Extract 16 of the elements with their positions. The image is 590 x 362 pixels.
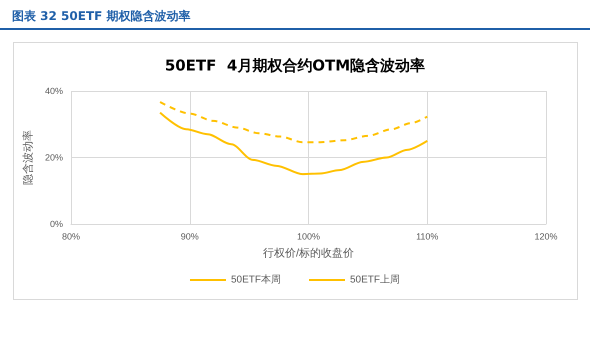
- chart-title: 50ETF 4月期权合约OTM隐含波动率: [164, 56, 426, 74]
- x-tick-label: 80%: [62, 232, 80, 242]
- line-series: [159, 112, 428, 176]
- legend-label: 50ETF本周: [230, 274, 282, 286]
- x-tick-label: 120%: [534, 232, 558, 242]
- x-tick-label: 110%: [416, 232, 438, 242]
- y-tick-label: 20%: [44, 152, 63, 162]
- legend-label: 50ETF上周: [350, 274, 400, 286]
- y-axis-title: 隐含波动率: [22, 130, 35, 185]
- y-tick-label: 40%: [44, 86, 63, 96]
- x-axis-title: 行权价/标的收盘价: [262, 248, 354, 260]
- x-tick-label: 90%: [180, 232, 199, 242]
- x-tick-label: 100%: [296, 232, 320, 242]
- line-series: [159, 100, 428, 144]
- y-tick-label: 0%: [50, 219, 63, 229]
- text: 图表 32 50ETF 期权隐含波动率: [12, 8, 191, 25]
